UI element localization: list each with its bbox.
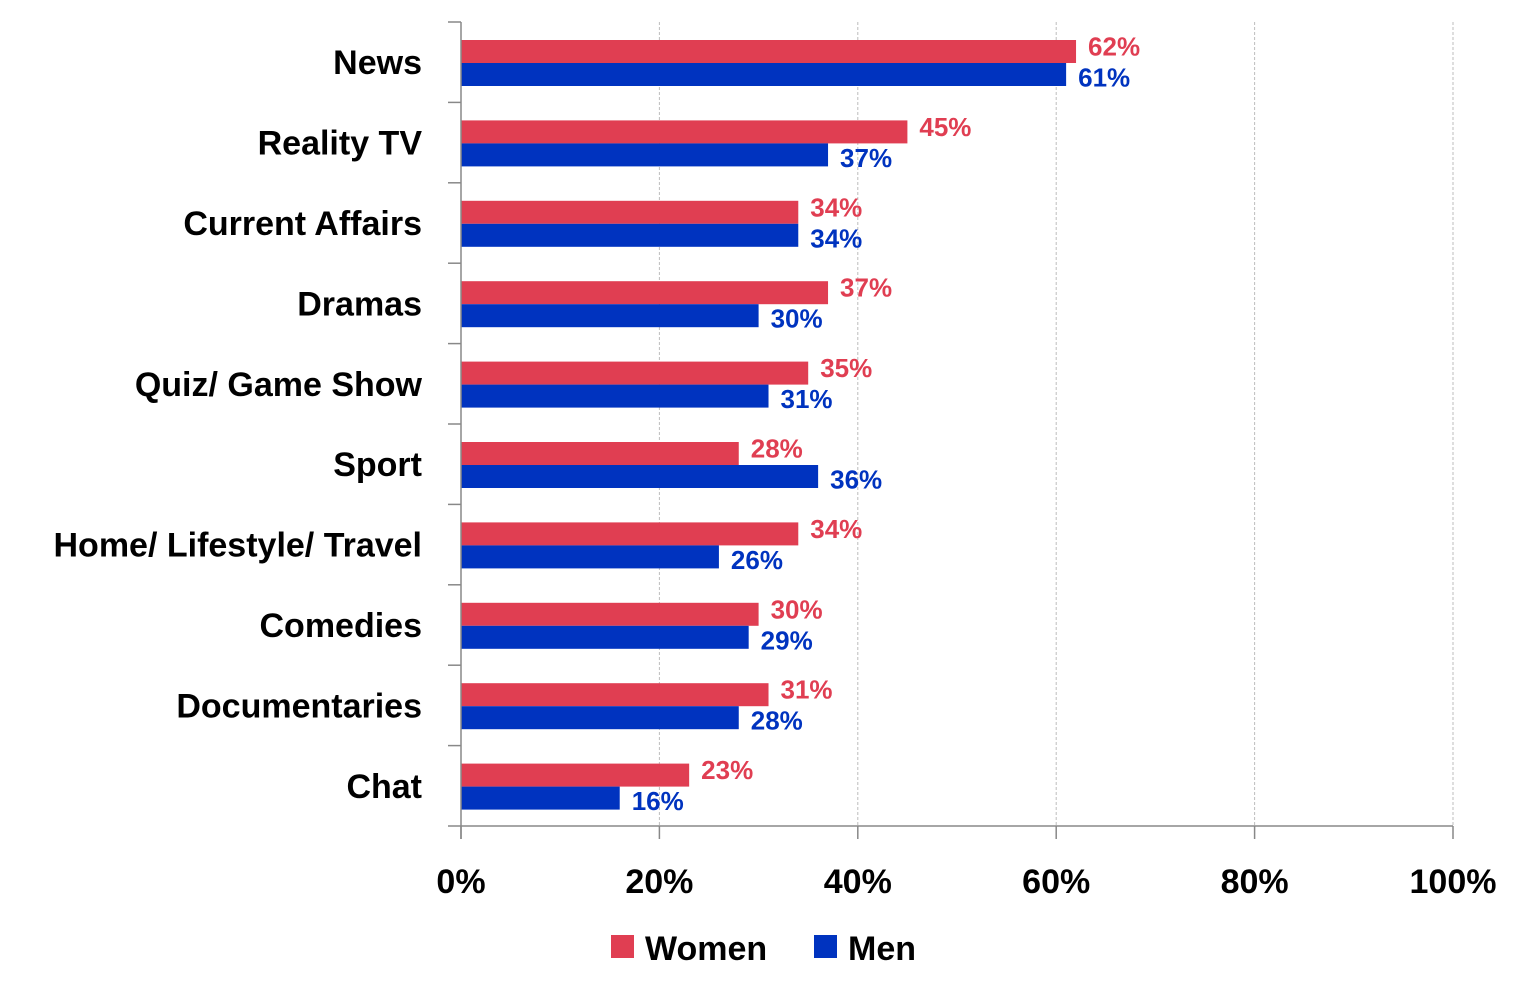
data-label-men: 28% <box>751 706 803 736</box>
bar-women <box>461 522 799 546</box>
data-label-men: 30% <box>771 304 823 334</box>
data-label-women: 31% <box>781 675 833 705</box>
bar-men <box>461 63 1067 86</box>
bar-women <box>461 200 799 224</box>
bar-men <box>461 384 769 408</box>
category-label: Comedies <box>260 607 423 645</box>
category-label: Sport <box>333 446 422 484</box>
bar-men <box>461 143 829 167</box>
data-label-women: 34% <box>810 192 862 222</box>
data-label-men: 34% <box>810 223 862 253</box>
bar-men <box>461 706 739 730</box>
data-label-men: 29% <box>761 625 813 655</box>
bar-men <box>461 304 759 328</box>
category-label: Reality TV <box>258 125 423 163</box>
bar-women <box>461 763 690 787</box>
bar-women <box>461 602 759 626</box>
category-label: Quiz/ Game Show <box>135 366 423 404</box>
x-tick-label: 40% <box>824 863 892 901</box>
data-label-women: 34% <box>810 514 862 544</box>
bar-women <box>461 683 769 707</box>
data-label-men: 16% <box>632 786 684 816</box>
data-label-women: 35% <box>820 353 872 383</box>
legend: Women Men <box>611 930 916 968</box>
legend-label-men: Men <box>848 930 916 968</box>
category-label: Dramas <box>297 285 422 323</box>
x-tick-label: 80% <box>1221 863 1289 901</box>
bar-women <box>461 120 908 144</box>
legend-label-women: Women <box>645 930 767 968</box>
x-tick-label: 20% <box>625 863 693 901</box>
data-label-men: 36% <box>830 465 882 495</box>
data-label-men: 61% <box>1078 63 1130 93</box>
bar-women <box>461 442 739 465</box>
data-label-men: 31% <box>781 384 833 414</box>
data-label-women: 37% <box>840 273 892 303</box>
bar-women <box>461 40 1077 63</box>
data-label-men: 26% <box>731 545 783 575</box>
x-tick-label: 60% <box>1022 863 1090 901</box>
data-label-women: 62% <box>1088 32 1140 62</box>
bar-women <box>461 281 829 305</box>
x-tick-label: 0% <box>436 863 485 901</box>
x-tick-label: 100% <box>1410 863 1497 901</box>
category-label: Documentaries <box>176 687 422 725</box>
bar-men <box>461 545 719 569</box>
data-label-women: 45% <box>919 112 971 142</box>
data-label-men: 37% <box>840 143 892 173</box>
bar-men <box>461 625 749 649</box>
legend-swatch-men <box>814 935 837 958</box>
bar-women <box>461 361 809 385</box>
category-label: Current Affairs <box>183 205 422 243</box>
bar-men <box>461 465 819 488</box>
bar-men <box>461 786 620 810</box>
data-label-women: 23% <box>701 755 753 785</box>
category-label: Home/ Lifestyle/ Travel <box>54 527 423 565</box>
data-label-women: 28% <box>751 434 803 464</box>
category-label: News <box>333 44 422 82</box>
category-label: Chat <box>346 768 422 806</box>
data-label-women: 30% <box>771 594 823 624</box>
legend-swatch-women <box>611 935 634 958</box>
bar-men <box>461 223 799 247</box>
